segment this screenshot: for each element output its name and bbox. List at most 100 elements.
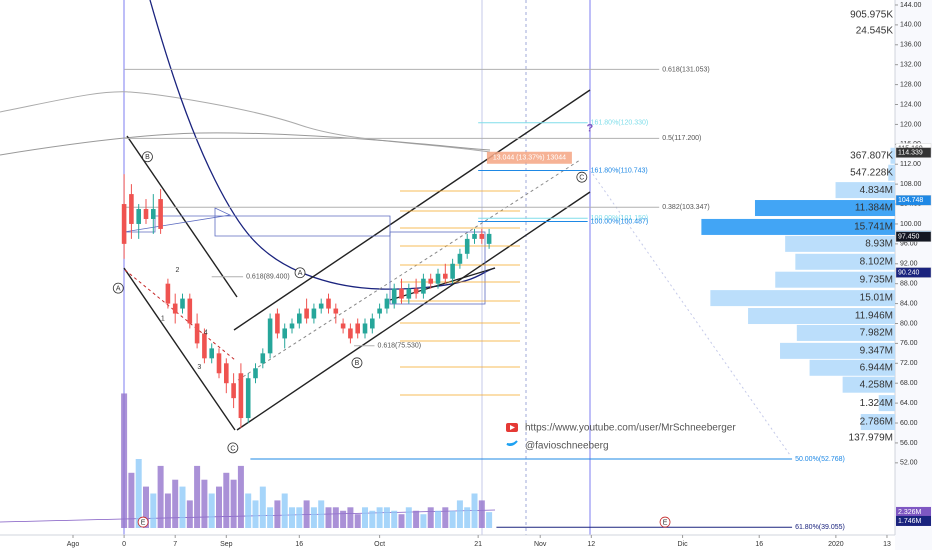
wave-label: A xyxy=(298,270,303,277)
volume-bar xyxy=(164,493,171,528)
volume-bar xyxy=(194,465,201,528)
volume-bar xyxy=(201,479,208,528)
volume-bar xyxy=(230,479,237,528)
volume-bar xyxy=(383,507,390,528)
trend-line xyxy=(126,135,238,298)
moving-average xyxy=(0,132,491,156)
y-tick-label: 80.00 xyxy=(900,320,918,327)
candle-body xyxy=(187,298,193,324)
wave-circle xyxy=(659,516,671,528)
volume-bar xyxy=(259,486,266,528)
link-text[interactable]: https://www.youtube.com/user/MrSchneeber… xyxy=(525,423,736,434)
profile-bar xyxy=(748,308,895,325)
candle-body xyxy=(143,209,149,219)
volume-bar xyxy=(186,500,193,528)
youtube-icon xyxy=(510,425,515,430)
candle-body xyxy=(151,209,156,219)
candle-body xyxy=(450,263,455,279)
candle-body xyxy=(464,238,470,254)
candle-body xyxy=(370,318,375,329)
channel-line xyxy=(233,89,591,331)
y-tick-label: 120.00 xyxy=(900,121,922,128)
candle-body xyxy=(304,308,309,319)
wave-circle xyxy=(351,357,363,369)
x-tick-label: 21 xyxy=(474,541,482,548)
profile-label: 7.982M xyxy=(860,328,893,339)
candle-body xyxy=(472,233,477,239)
profile-bar xyxy=(701,218,895,235)
x-tick-label: Dic xyxy=(678,541,689,548)
profile-bar xyxy=(890,147,895,164)
candle-body xyxy=(231,383,236,399)
y-tick-label: 100.00 xyxy=(900,221,922,228)
volume-bar xyxy=(456,500,463,528)
volume-bar xyxy=(267,507,274,528)
price-flag xyxy=(895,195,932,206)
y-tick-label: 72.00 xyxy=(900,360,918,367)
wave-circle xyxy=(142,151,153,163)
profile-summary: 905.975K xyxy=(850,10,893,21)
level-label: 50.00%(52.768) xyxy=(795,456,845,463)
price-flag xyxy=(895,231,932,242)
candle-body xyxy=(406,288,412,299)
level-label: 61.80%(39.055) xyxy=(795,524,845,531)
candle-body xyxy=(238,373,244,419)
wave-circle xyxy=(576,171,588,183)
candle-body xyxy=(289,323,295,329)
y-tick-label: 136.00 xyxy=(900,42,922,49)
wave-label: 4 xyxy=(204,329,208,336)
candle-body xyxy=(326,298,331,309)
x-tick-label: 16 xyxy=(295,541,303,548)
wave-circle xyxy=(137,516,149,528)
wave-label: C xyxy=(230,445,235,452)
profile-bar xyxy=(710,290,895,307)
volume-bar xyxy=(274,500,281,528)
profile-bar xyxy=(795,253,895,270)
candle-body xyxy=(486,233,492,244)
profile-bar xyxy=(878,395,895,412)
candle-body xyxy=(172,303,178,314)
profile-label: 9.735M xyxy=(860,274,893,285)
wave-label: B xyxy=(355,360,360,367)
price-flag-label: 114.339 xyxy=(898,149,923,156)
volume-bar xyxy=(478,500,485,528)
wave-label: E xyxy=(141,519,146,526)
y-tick-label: 56.00 xyxy=(900,440,918,447)
volume-bar xyxy=(289,507,296,528)
volume-bar xyxy=(340,510,347,528)
volume-flag xyxy=(896,506,931,517)
price-flag-label: 90.240 xyxy=(898,269,920,276)
volume-bar xyxy=(354,514,361,528)
axes: 144.00140.00136.00132.00128.00124.00120.… xyxy=(67,2,932,548)
profile-bar xyxy=(754,200,895,217)
volume-bar xyxy=(208,493,215,528)
volume-bar xyxy=(369,510,376,528)
volume-bar xyxy=(216,486,223,528)
y-tick-label: 124.00 xyxy=(900,101,922,108)
profile-bar xyxy=(835,182,895,199)
profile-label: 9.347M xyxy=(860,346,893,357)
volume-bar xyxy=(318,500,325,528)
y-tick-label: 92.00 xyxy=(900,261,918,268)
y-tick-label: 52.00 xyxy=(900,460,918,467)
profile-bar xyxy=(780,342,895,359)
profile-label: 367.807K xyxy=(850,150,893,161)
volume-bar xyxy=(464,507,471,528)
price-flag-label: 104.748 xyxy=(898,197,923,204)
x-tick-label: 12 xyxy=(587,541,595,548)
y-tick-label: 84.00 xyxy=(900,300,918,307)
profile-label: 8.102M xyxy=(860,256,893,267)
projection xyxy=(589,169,791,456)
x-tick-label: Nov xyxy=(534,541,547,548)
volume-bar xyxy=(172,479,179,528)
price-flag-label: 97.450 xyxy=(898,233,920,240)
volume-bar xyxy=(391,510,398,528)
volume-flag-label: 2.326M xyxy=(898,509,922,516)
candle-body xyxy=(267,318,273,354)
candle-body xyxy=(362,323,368,334)
y-tick-label: 88.00 xyxy=(900,281,918,288)
profile-bar xyxy=(809,359,895,376)
link-text[interactable]: @favioschneeberg xyxy=(525,441,609,452)
y-tick-label: 140.00 xyxy=(900,22,922,29)
x-tick-label: 7 xyxy=(173,541,177,548)
